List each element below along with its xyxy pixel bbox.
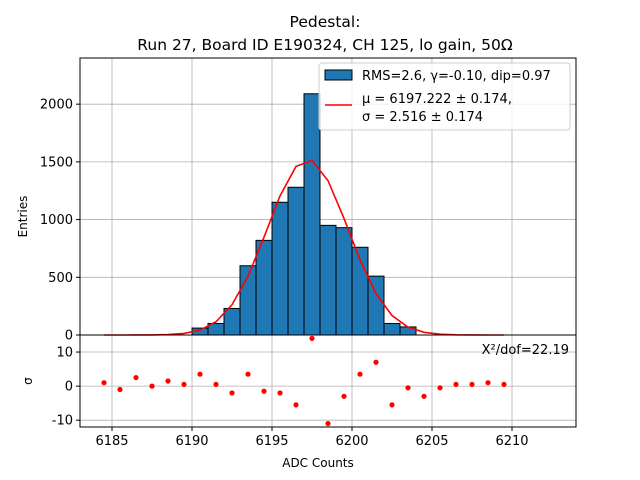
histogram-y-tick-label: 1000 [40, 213, 73, 228]
legend-fit-label-sigma: σ = 2.516 ± 0.174 [362, 110, 483, 125]
histogram-bar [223, 307, 241, 336]
residual-point [357, 371, 363, 377]
histogram-y-tick-label: 500 [48, 271, 73, 286]
x-tick-label: 6210 [495, 434, 528, 449]
histogram-bar [383, 322, 401, 336]
residual-point [469, 381, 475, 388]
histogram-bar [303, 93, 321, 336]
residual-x-ticks: 6185 6190 6195 6200 6205 6210 [95, 427, 529, 449]
residual-point [485, 380, 491, 386]
residual-y-tick-label: 0 [65, 380, 73, 395]
residual-point [165, 378, 171, 384]
residual-point [453, 381, 459, 388]
residual-point [405, 385, 411, 391]
residual-y-tick-label: 10 [56, 346, 73, 361]
histogram-bars [191, 93, 417, 336]
residual-point [229, 390, 235, 396]
residual-point [309, 335, 315, 342]
residual-axes-frame [79, 334, 577, 428]
residual-points [101, 335, 507, 427]
residual-point [117, 386, 123, 393]
histogram-bar [255, 239, 273, 336]
histogram-y-label: Entries [16, 196, 30, 238]
x-tick-label: 6200 [335, 434, 368, 449]
residual-point [261, 388, 267, 394]
histogram-bar [367, 275, 385, 336]
histogram-y-tick-label: 1500 [40, 155, 73, 170]
x-tick-label: 6205 [415, 434, 448, 449]
residual-point [101, 380, 107, 386]
histogram-bar [319, 224, 337, 336]
histogram-y-tick-label: 2000 [40, 98, 73, 113]
legend-fit-label-mu: μ = 6197.222 ± 0.174, [362, 92, 512, 107]
legend-histogram-label: RMS=2.6, γ=-0.10, dip=0.97 [362, 69, 551, 84]
residual-point [133, 374, 139, 381]
residual-point [501, 381, 507, 388]
x-tick-label: 6190 [175, 434, 208, 449]
residual-point [389, 402, 395, 408]
residual-panel: -10 0 10 6185 6190 6195 6200 6205 6210 X²/dof=2… [21, 334, 577, 470]
legend: RMS=2.6, γ=-0.10, dip=0.97 μ = 6197.222 … [318, 62, 571, 131]
residual-y-label: σ [21, 377, 35, 385]
residual-y-ticks: -10 0 10 [52, 346, 80, 429]
histogram-bar [399, 326, 417, 336]
histogram-y-tick-label: 0 [65, 329, 73, 344]
residual-grid [80, 335, 576, 427]
residual-point [277, 390, 283, 396]
histogram-bar [287, 186, 305, 336]
gaussian-fit-curve [104, 159, 505, 336]
legend-box [318, 62, 571, 131]
residual-point [181, 381, 187, 388]
residual-point [245, 371, 251, 377]
title-line-2: Run 27, Board ID E190324, CH 125, lo gai… [137, 36, 513, 54]
residual-point [373, 359, 379, 365]
residual-point [149, 383, 155, 389]
residual-point [437, 385, 443, 391]
residual-point [421, 393, 427, 399]
residual-y-tick-label: -10 [52, 414, 73, 429]
histogram-y-ticks: 0 500 1000 1500 2000 [40, 98, 80, 344]
title-line-1: Pedestal: [290, 13, 361, 31]
residual-point [293, 402, 299, 408]
x-tick-label: 6185 [95, 434, 128, 449]
residual-point [325, 420, 331, 427]
residual-point [341, 393, 347, 399]
residual-point [213, 381, 219, 388]
x-axis-label: ADC Counts [282, 456, 354, 470]
histogram-panel: 0 500 1000 1500 2000 Entries RMS=2.6, γ=-0.1… [16, 57, 577, 344]
x-tick-label: 6195 [255, 434, 288, 449]
histogram-bar [271, 201, 289, 336]
residual-point [197, 371, 203, 377]
chi2-annotation: X²/dof=22.19 [482, 343, 569, 358]
histogram-bar [335, 227, 353, 336]
legend-histogram-swatch [324, 69, 353, 81]
